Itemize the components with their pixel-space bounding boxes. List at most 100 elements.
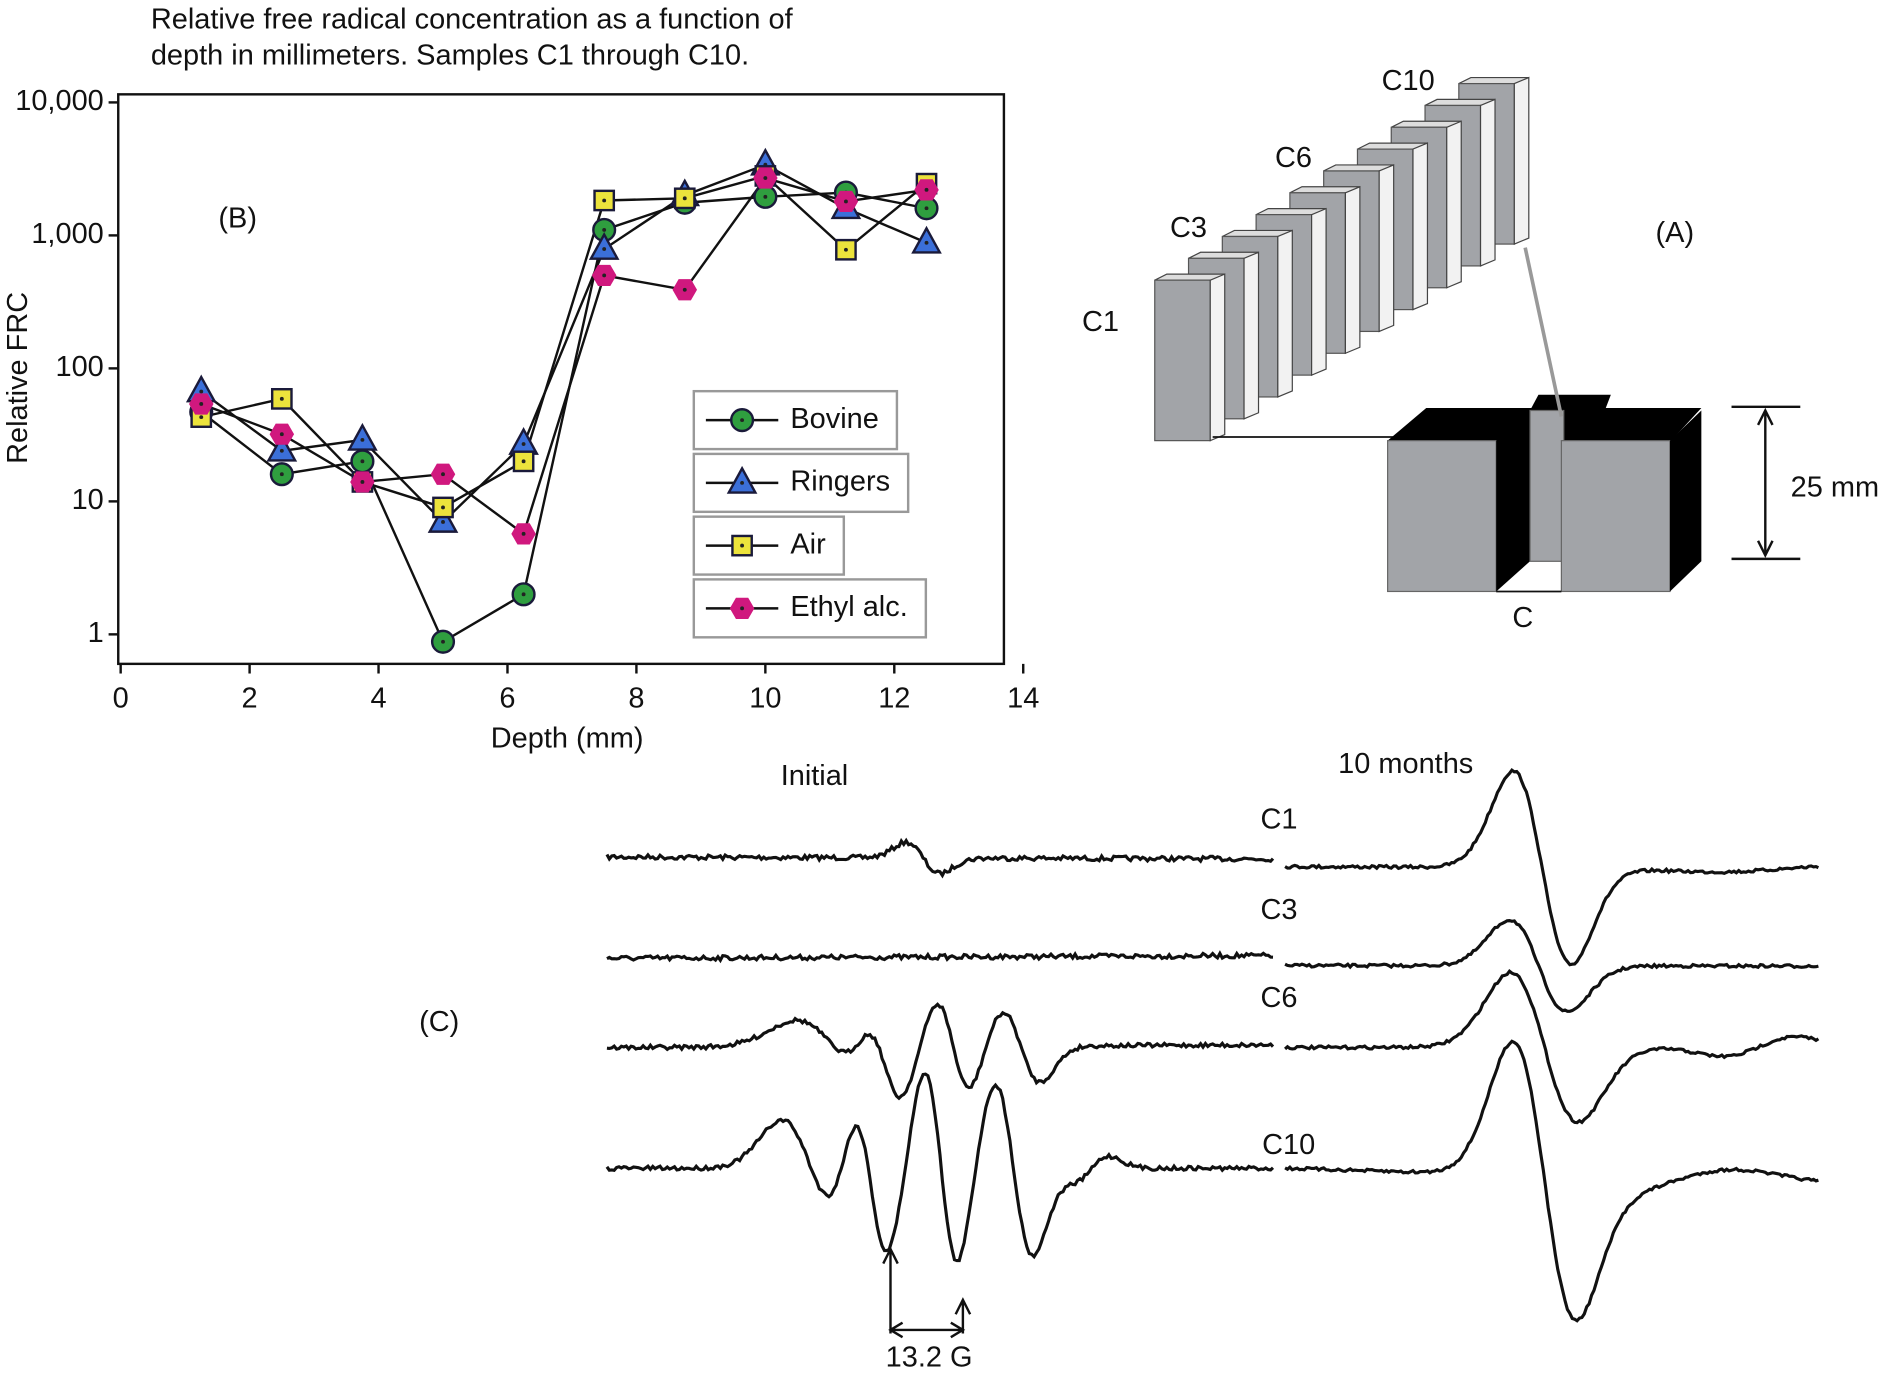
y-axis-label: Relative FRC — [2, 292, 34, 464]
slab-diagram: C1 C3 C6 C10 (A) 25 mm C — [1082, 65, 1879, 634]
section-label: C — [1512, 602, 1533, 634]
marker-dot — [763, 194, 768, 199]
marker-dot — [924, 206, 929, 211]
spectrum-trace — [605, 837, 1275, 879]
series-line — [200, 163, 927, 524]
slab-side — [1446, 120, 1462, 289]
legend-label: Ethyl alc. — [790, 591, 907, 623]
marker-dot — [199, 415, 204, 420]
series-line — [200, 174, 928, 509]
spectrum-trace — [1284, 919, 1819, 1013]
slab-label: C6 — [1275, 142, 1312, 174]
slab-label: C10 — [1382, 65, 1435, 97]
slab-label: C3 — [1170, 212, 1207, 244]
marker — [911, 225, 942, 254]
epr-spectra: Initial 10 months C1 C3 C6 C10 (C) 13.2 … — [419, 748, 1820, 1374]
block-gap — [1496, 410, 1531, 592]
marker — [266, 433, 298, 462]
row-label: C6 — [1261, 982, 1298, 1014]
series-line — [200, 176, 927, 536]
marker-dot — [740, 543, 745, 548]
marker-dot — [844, 247, 848, 252]
marker-dot — [279, 448, 284, 453]
marker-dot — [441, 520, 445, 524]
slab-side — [1344, 185, 1361, 355]
panel-label: (C) — [419, 1006, 459, 1038]
marker-dot — [763, 176, 768, 180]
row-label: C10 — [1262, 1129, 1315, 1161]
legend-label: Bovine — [790, 403, 878, 435]
marker-dot — [602, 227, 607, 232]
row-label: C3 — [1261, 894, 1298, 926]
slab-side — [1311, 207, 1327, 377]
marker-dot — [682, 196, 687, 201]
block-core — [1529, 409, 1565, 562]
marker-dot — [740, 480, 745, 485]
marker-dot — [602, 273, 607, 278]
marker-dot — [199, 389, 204, 394]
marker — [347, 422, 378, 451]
x-tick-label: 0 — [113, 683, 129, 715]
y-tick-label: 1 — [88, 617, 104, 649]
marker-dot — [924, 240, 929, 245]
row-label: C1 — [1261, 803, 1298, 835]
slab-side — [1209, 273, 1226, 442]
block-top — [1530, 394, 1611, 411]
legend-label: Ringers — [790, 466, 890, 498]
marker — [726, 465, 758, 494]
x-tick-label: 12 — [878, 683, 910, 715]
spectrum-trace — [606, 950, 1274, 964]
marker-dot — [279, 432, 284, 437]
slab-side — [1277, 229, 1293, 398]
block-side — [1669, 410, 1702, 592]
legend-label: Air — [790, 528, 826, 560]
series-line — [200, 191, 927, 644]
marker-dot — [279, 472, 284, 477]
x-tick-label: 8 — [628, 683, 644, 715]
marker-dot — [521, 459, 526, 464]
slab-side — [1513, 76, 1530, 245]
y-tick-label: 1,000 — [31, 218, 103, 250]
spacing-label: 13.2 G — [886, 1342, 973, 1374]
marker-dot — [602, 247, 607, 251]
marker-dot — [844, 199, 848, 204]
panel-label: (B) — [218, 202, 257, 234]
slab-label: C1 — [1082, 306, 1119, 338]
marker-dot — [682, 287, 687, 292]
column-label: 10 months — [1338, 748, 1473, 780]
marker-dot — [360, 480, 365, 484]
panel-label: (A) — [1656, 217, 1695, 249]
marker-dot — [740, 606, 745, 611]
spectrum-trace — [1284, 968, 1820, 1125]
spectrum-trace — [605, 1072, 1275, 1263]
marker-dot — [279, 396, 284, 401]
marker-dot — [521, 442, 526, 446]
block-face — [1387, 440, 1497, 593]
x-tick-label: 6 — [499, 683, 515, 715]
plot-frame — [117, 93, 1006, 666]
marker-dot — [441, 472, 445, 477]
x-tick-label: 10 — [749, 683, 781, 715]
marker-dot — [602, 198, 607, 203]
spectrum-trace — [606, 1002, 1275, 1101]
marker-dot — [521, 531, 526, 536]
x-tick-label: 2 — [242, 683, 258, 715]
marker-dot — [740, 418, 745, 423]
slab-face — [1154, 279, 1211, 442]
chart-title: depth in millimeters. Samples C1 through… — [151, 40, 749, 72]
marker-dot — [360, 437, 365, 442]
marker-dot — [441, 639, 445, 644]
slab-side — [1412, 142, 1429, 311]
marker — [427, 504, 459, 533]
y-tick-label: 10 — [72, 484, 104, 516]
marker-dot — [360, 459, 365, 464]
slab-side — [1243, 251, 1260, 420]
marker-dot — [441, 505, 445, 510]
marker-dot — [521, 592, 526, 597]
chart-title: Relative free radical concentration as a… — [151, 3, 794, 35]
spacing-arrow — [882, 1246, 972, 1339]
guide-line — [1523, 247, 1564, 417]
spectrum-trace — [1284, 1039, 1819, 1323]
marker-dot — [924, 187, 929, 192]
